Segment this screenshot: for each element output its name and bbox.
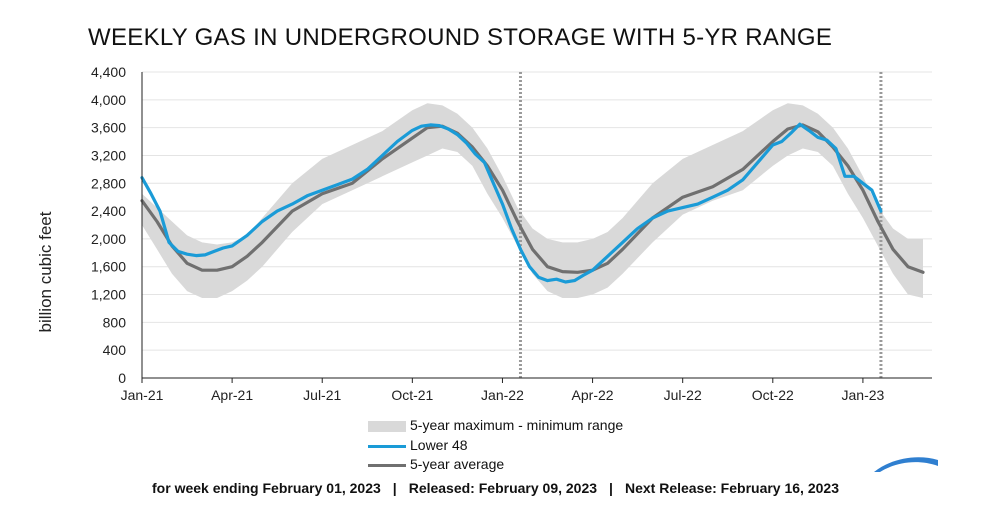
footer-separator: | [609,480,613,496]
footer: for week ending February 01, 2023 | Releas… [0,480,991,496]
x-tick-label: Jul-22 [664,387,702,403]
y-tick-label: 2,400 [91,203,126,219]
footer-next: Next Release: February 16, 2023 [624,480,839,496]
y-tick-label: 400 [103,342,127,358]
legend-range-label: 5-year maximum - minimum range [410,417,624,433]
series-line-5yr-average [140,123,925,274]
footer-released: Released: February 09, 2023 [408,480,598,496]
x-tick-label: Oct-22 [752,387,794,403]
legend-lower48-label: Lower 48 [410,437,468,453]
x-tick-label: Oct-21 [391,387,433,403]
y-tick-label: 1,200 [91,287,126,303]
y-tick-label: 3,200 [91,147,126,163]
range-band [142,103,923,298]
y-tick-label: 800 [103,314,127,330]
legend-lower48: Lower 48 [368,437,468,453]
x-tick-label: Jan-21 [121,387,164,403]
legend-range: 5-year maximum - minimum range [368,417,623,433]
y-tick-label: 2,800 [91,175,126,191]
x-tick-label: Jul-21 [303,387,341,403]
x-tick-label: Apr-22 [572,387,614,403]
x-tick-label: Jan-23 [842,387,885,403]
y-tick-label: 3,600 [91,120,126,136]
y-tick-label: 2,000 [91,231,126,247]
y-tick-label: 1,600 [91,259,126,275]
x-tick-label: Apr-21 [211,387,253,403]
series-line-lower-48 [140,122,883,284]
legend-range-swatch [368,420,406,432]
footer-separator: | [392,480,397,496]
legend-lower48-swatch [368,444,406,448]
footer-week: for week ending February 01, 2023 [152,480,381,496]
x-tick-label: Jan-22 [481,387,524,403]
legend-average-swatch [368,463,406,467]
chart-title: WEEKLY GAS IN UNDERGROUND STORAGE WITH 5… [88,24,833,51]
legend-average-label: 5-year average [410,456,505,472]
legend-average: 5-year average [368,456,504,472]
y-tick-label: 4,000 [91,92,126,108]
eia-logo-swoosh [874,457,938,472]
y-tick-label: 0 [118,370,126,386]
y-tick-label: 4,400 [91,64,126,80]
